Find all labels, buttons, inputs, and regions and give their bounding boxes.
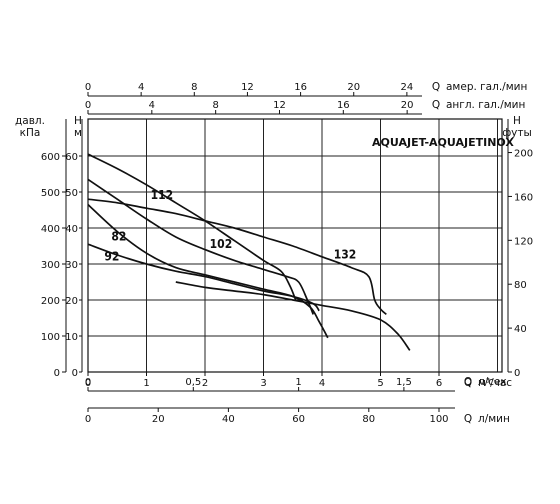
lps-tick-label: 1,5: [396, 377, 412, 388]
feet-tick-label: 160: [514, 192, 533, 203]
uk-gpm-tick-label: 12: [273, 100, 286, 111]
curve-label-82: 82: [111, 230, 126, 244]
feet-axis-unit-line1: H: [513, 115, 521, 127]
kpa-axis-unit-line1: давл.: [15, 115, 45, 127]
lps-axis-prefix: Q: [464, 376, 472, 388]
curve-label-132: 132: [334, 248, 357, 262]
metre-axis-unit-line2: м: [74, 127, 82, 139]
grid: [88, 119, 502, 372]
axes: давл.кПаHм600500400300200100060504030201…: [15, 81, 533, 425]
metre-tick-label: 50: [65, 188, 78, 199]
curve-132: [87, 198, 387, 316]
m3h-tick-label: 2: [202, 378, 208, 389]
lpm-tick-label: 0: [85, 414, 91, 425]
kpa-axis-unit-line2: кПа: [20, 127, 41, 139]
feet-tick-label: 40: [514, 324, 527, 335]
feet-axis-unit-line2: футы: [502, 127, 532, 139]
m3h-axis-unit: м³/час: [478, 377, 512, 389]
kpa-tick-label: 500: [41, 188, 60, 199]
kpa-tick-label: 100: [41, 332, 60, 343]
curve-112: [87, 153, 297, 301]
lpm-axis-prefix: Q: [464, 413, 472, 425]
curve-82: [87, 203, 329, 339]
plot-border: [87, 118, 503, 373]
us-gpm-axis-unit: амер. гал./мин: [446, 81, 527, 93]
curve-label-92: 92: [104, 249, 119, 263]
lps-tick-label: 1: [295, 377, 301, 388]
metre-tick-label: 0: [72, 368, 78, 379]
curve-92: [87, 243, 320, 312]
metre-tick-label: 30: [65, 260, 78, 271]
us-gpm-tick-label: 24: [401, 82, 414, 93]
uk-gpm-tick-label: 16: [337, 100, 350, 111]
curve-label-112: 112: [151, 188, 174, 202]
m3h-tick-label: 4: [319, 378, 325, 389]
plot-frame: [87, 118, 503, 373]
feet-tick-label: 120: [514, 236, 533, 247]
curves: [87, 153, 411, 351]
lpm-tick-label: 100: [429, 414, 448, 425]
m3h-tick-label: 5: [377, 378, 383, 389]
kpa-tick-label: 600: [41, 152, 60, 163]
lpm-tick-label: 40: [222, 414, 235, 425]
uk-gpm-axis-prefix: Q: [432, 99, 440, 111]
chart-title: AQUAJET-AQUAJETINOX: [372, 136, 514, 149]
metre-tick-label: 20: [65, 296, 78, 307]
kpa-tick-label: 0: [54, 368, 60, 379]
m3h-axis-prefix: Q: [464, 377, 472, 389]
lps-tick-label: 0: [85, 377, 91, 388]
uk-gpm-tick-label: 20: [401, 100, 414, 111]
lps-tick-label: 0,5: [185, 377, 201, 388]
uk-gpm-axis-unit: англ. гал./мин: [446, 99, 525, 111]
m3h-tick-label: 1: [143, 378, 149, 389]
us-gpm-axis-prefix: Q: [432, 81, 440, 93]
kpa-tick-label: 300: [41, 260, 60, 271]
metre-tick-label: 40: [65, 224, 78, 235]
m3h-tick-label: 0: [85, 378, 91, 389]
m3h-tick-label: 6: [436, 378, 442, 389]
feet-tick-label: 80: [514, 280, 527, 291]
curve-label-102: 102: [210, 237, 233, 251]
us-gpm-tick-label: 16: [294, 82, 307, 93]
curve-labels: 112 102 82 92 132: [104, 188, 356, 263]
metre-tick-label: 10: [65, 332, 78, 343]
lps-axis-unit: л/сек: [478, 376, 507, 388]
kpa-tick-label: 200: [41, 296, 60, 307]
lpm-tick-label: 80: [362, 414, 375, 425]
metre-axis-unit-line1: H: [74, 115, 82, 127]
uk-gpm-tick-label: 0: [85, 100, 91, 111]
us-gpm-tick-label: 4: [138, 82, 144, 93]
us-gpm-tick-label: 8: [191, 82, 197, 93]
m3h-tick-label: 3: [260, 378, 266, 389]
metre-tick-label: 60: [65, 152, 78, 163]
us-gpm-tick-label: 0: [85, 82, 91, 93]
kpa-tick-label: 400: [41, 224, 60, 235]
feet-tick-label: 200: [514, 149, 533, 160]
uk-gpm-tick-label: 4: [149, 100, 155, 111]
lpm-tick-label: 20: [152, 414, 165, 425]
us-gpm-tick-label: 20: [347, 82, 360, 93]
feet-tick-label: 0: [514, 368, 520, 379]
lpm-axis-unit: л/мин: [478, 413, 510, 425]
us-gpm-tick-label: 12: [241, 82, 254, 93]
curve-unlabelled: [175, 281, 411, 351]
curve-102: [87, 178, 314, 315]
lpm-tick-label: 60: [292, 414, 305, 425]
uk-gpm-tick-label: 8: [212, 100, 218, 111]
